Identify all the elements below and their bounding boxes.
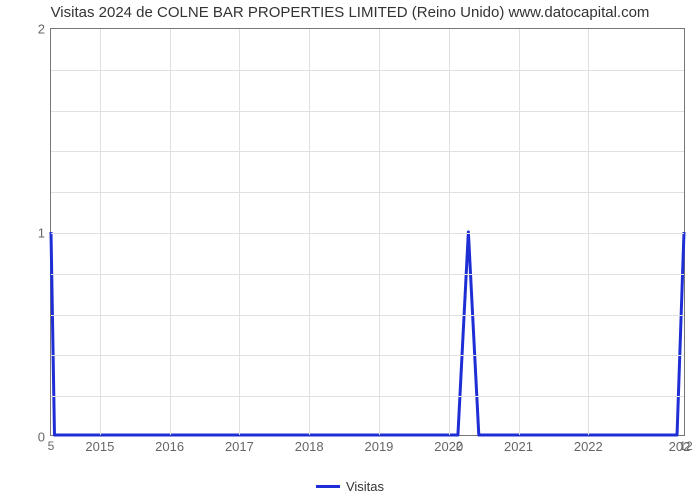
point-label: 5 — [48, 439, 55, 453]
vgrid — [100, 29, 101, 435]
point-label: 12 — [679, 439, 692, 453]
vgrid — [379, 29, 380, 435]
vgrid — [588, 29, 589, 435]
ytick-label: 2 — [38, 22, 51, 37]
xtick-label: 2017 — [225, 435, 254, 454]
point-label: 2 — [456, 439, 463, 453]
xtick-label: 2015 — [85, 435, 114, 454]
legend-swatch — [316, 485, 340, 488]
xtick-label: 2022 — [574, 435, 603, 454]
plot-area: 0122015201620172018201920202021202220252… — [50, 28, 685, 436]
ytick-label: 1 — [38, 226, 51, 241]
vgrid — [239, 29, 240, 435]
vgrid — [519, 29, 520, 435]
xtick-label: 2021 — [504, 435, 533, 454]
xtick-label: 2016 — [155, 435, 184, 454]
chart-container: Visitas 2024 de COLNE BAR PROPERTIES LIM… — [0, 0, 700, 500]
vgrid — [449, 29, 450, 435]
xtick-label: 2019 — [364, 435, 393, 454]
vgrid — [309, 29, 310, 435]
xtick-label: 2018 — [295, 435, 324, 454]
vgrid — [170, 29, 171, 435]
legend: Visitas — [0, 478, 700, 494]
chart-title: Visitas 2024 de COLNE BAR PROPERTIES LIM… — [0, 4, 700, 21]
legend-label: Visitas — [346, 479, 384, 494]
